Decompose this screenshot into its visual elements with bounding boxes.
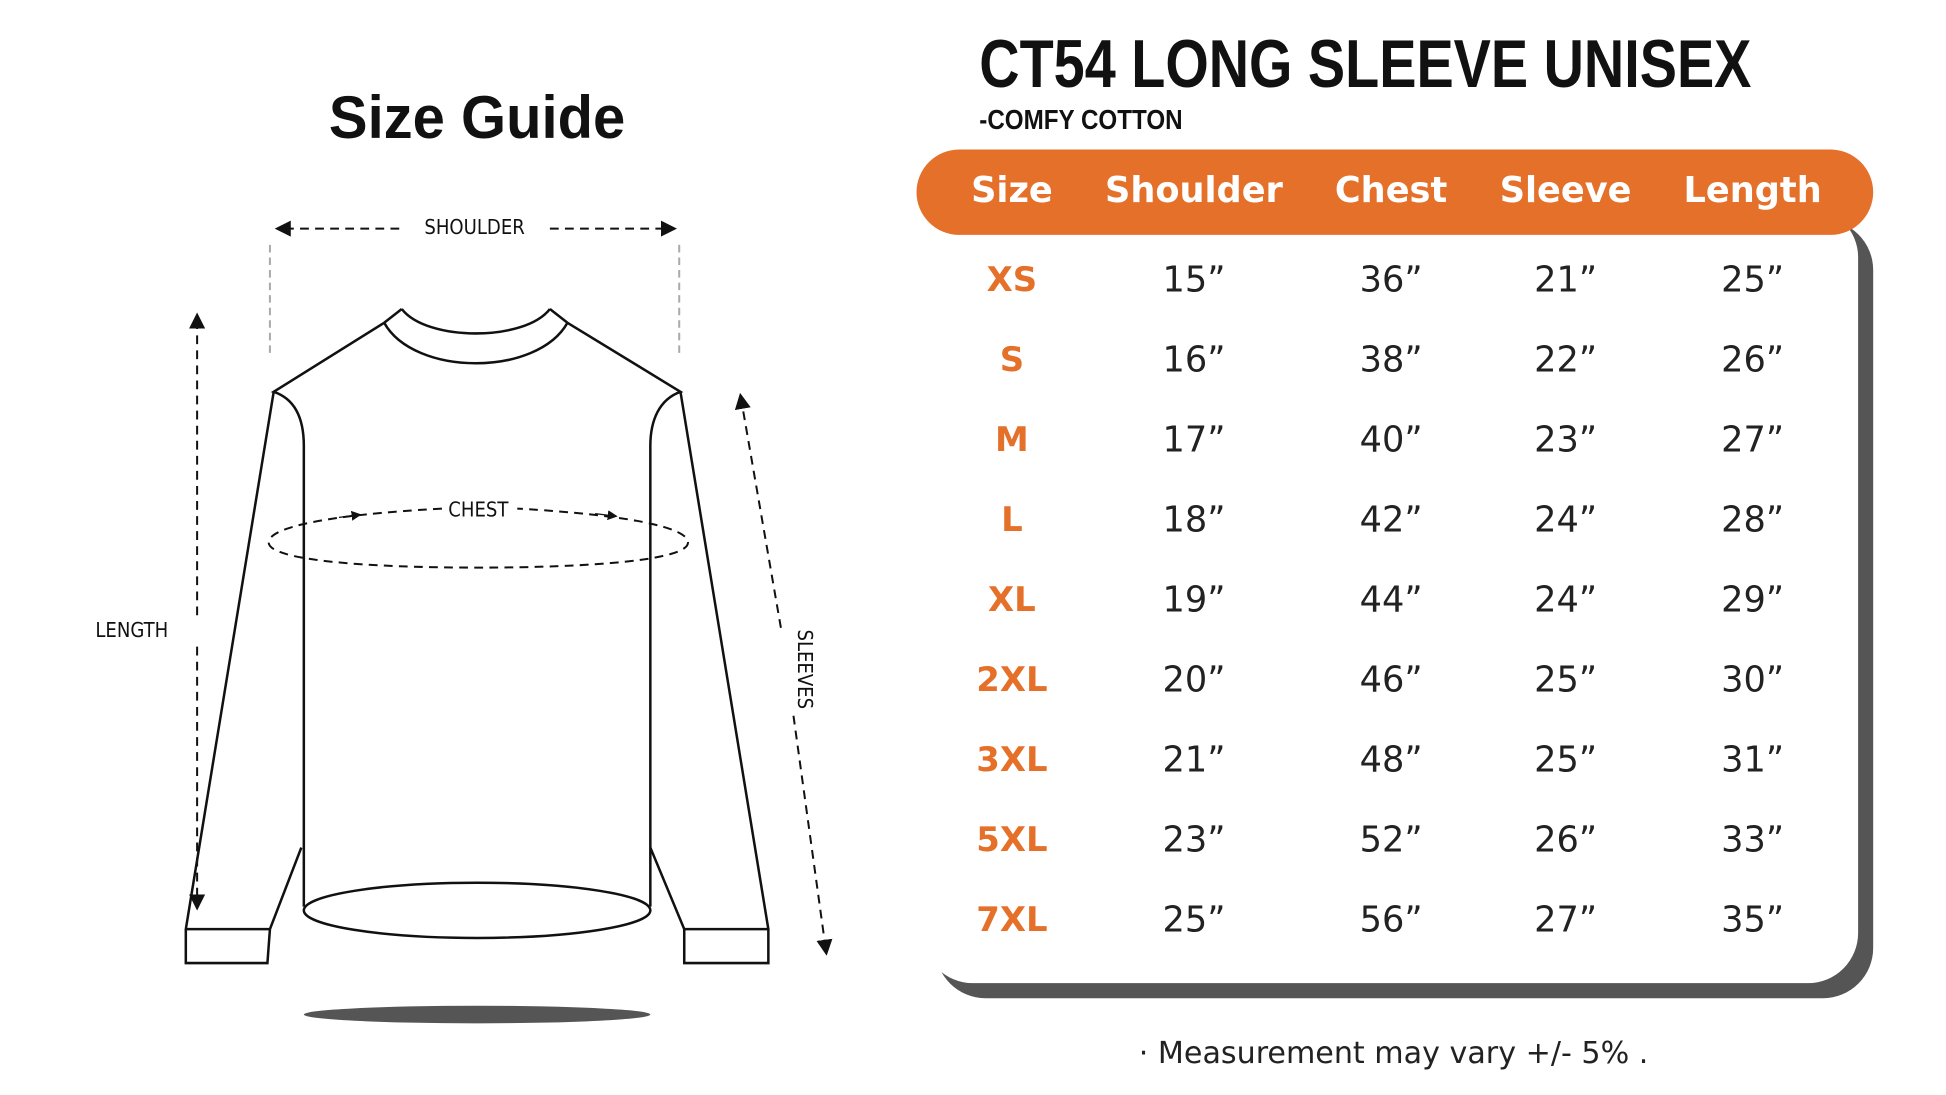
size-table: Size Shoulder Chest Sleeve Length XS 15” 36” 21”… xyxy=(971,170,1822,940)
size-cell: 5XL xyxy=(976,820,1047,859)
value-cell: 16” xyxy=(1163,339,1226,380)
length-label: LENGTH xyxy=(95,618,168,642)
value-cell: 27” xyxy=(1721,419,1784,460)
value-cell: 17” xyxy=(1163,419,1226,460)
value-cell: 24” xyxy=(1534,499,1597,540)
size-cell: XL xyxy=(988,580,1036,619)
header-cell: Shoulder xyxy=(1105,170,1284,211)
size-cell: S xyxy=(1000,340,1024,379)
value-cell: 44” xyxy=(1360,579,1423,620)
size-cell: XS xyxy=(987,260,1038,299)
value-cell: 19” xyxy=(1163,579,1226,620)
header-cell: Size xyxy=(971,170,1053,211)
value-cell: 25” xyxy=(1534,660,1597,701)
table-header xyxy=(916,149,1874,235)
value-cell: 52” xyxy=(1360,820,1423,861)
value-cell: 25” xyxy=(1534,740,1597,781)
size-cell: L xyxy=(1001,500,1023,539)
sweatshirt-drawing xyxy=(184,220,833,1024)
value-cell: 36” xyxy=(1360,259,1423,300)
value-cell: 29” xyxy=(1721,579,1784,620)
value-cell: 33” xyxy=(1721,820,1784,861)
size-cell: 7XL xyxy=(976,900,1047,939)
value-cell: 40” xyxy=(1360,419,1423,460)
sleeves-label: SLEEVES xyxy=(793,629,817,709)
product-subtitle: -COMFY COTTON xyxy=(979,104,1182,135)
value-cell: 23” xyxy=(1163,820,1226,861)
size-cell: 2XL xyxy=(976,660,1047,699)
shoulder-label: SHOULDER xyxy=(424,215,525,239)
value-cell: 25” xyxy=(1721,259,1784,300)
value-cell: 23” xyxy=(1534,419,1597,460)
value-cell: 46” xyxy=(1360,660,1423,701)
value-cell: 42” xyxy=(1360,499,1423,540)
value-cell: 24” xyxy=(1534,579,1597,620)
value-cell: 28” xyxy=(1721,499,1784,540)
header-cell: Sleeve xyxy=(1500,170,1632,211)
header-cell: Chest xyxy=(1335,170,1447,211)
value-cell: 31” xyxy=(1721,740,1784,781)
value-cell: 21” xyxy=(1163,740,1226,781)
value-cell: 26” xyxy=(1721,339,1784,380)
value-cell: 15” xyxy=(1163,259,1226,300)
header-cell: Length xyxy=(1684,170,1822,211)
value-cell: 26” xyxy=(1534,820,1597,861)
value-cell: 35” xyxy=(1721,900,1784,941)
value-cell: 18” xyxy=(1163,499,1226,540)
value-cell: 30” xyxy=(1721,660,1784,701)
size-cell: 3XL xyxy=(976,740,1047,779)
value-cell: 48” xyxy=(1360,740,1423,781)
value-cell: 27” xyxy=(1534,900,1597,941)
table-body xyxy=(922,207,1859,984)
value-cell: 21” xyxy=(1534,259,1597,300)
product-title: CT54 LONG SLEEVE UNISEX xyxy=(979,27,1751,102)
chest-label: CHEST xyxy=(448,498,509,522)
size-cell: M xyxy=(995,420,1029,459)
value-cell: 38” xyxy=(1360,339,1423,380)
page-title: Size Guide xyxy=(329,83,625,151)
value-cell: 25” xyxy=(1163,900,1226,941)
footnote: · Measurement may vary +/- 5% . xyxy=(1139,1036,1649,1071)
value-cell: 20” xyxy=(1163,660,1226,701)
value-cell: 22” xyxy=(1534,339,1597,380)
value-cell: 56” xyxy=(1360,900,1423,941)
